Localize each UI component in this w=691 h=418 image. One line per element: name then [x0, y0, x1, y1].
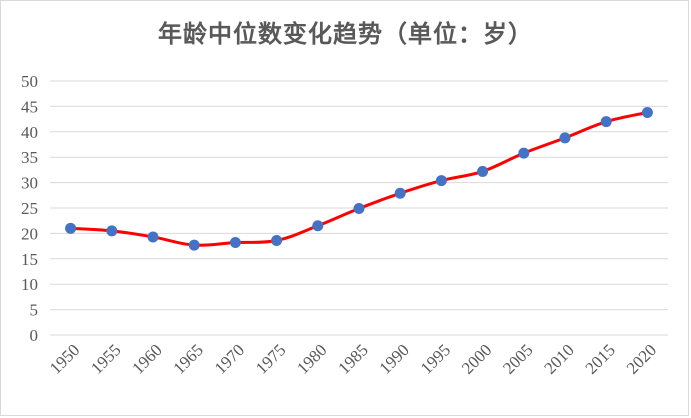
x-axis-ticks: 1950 1955 1960 1965 1970 1975 1980 1985 1990 1995… [46, 340, 660, 377]
x-tick-label: 2000 [458, 340, 495, 377]
series-line [69, 110, 649, 247]
x-tick-label: 1950 [46, 340, 83, 377]
x-tick-label: 1985 [334, 340, 371, 377]
y-tick-label: 0 [30, 326, 39, 345]
y-axis-ticks: 0 5 10 15 20 25 30 35 40 45 50 [21, 72, 38, 345]
x-tick-label: 1970 [211, 340, 248, 377]
x-tick-label: 1995 [417, 340, 454, 377]
data-point-1990 [394, 187, 406, 199]
x-tick-label: 1990 [376, 340, 413, 377]
y-tick-label: 25 [21, 199, 38, 218]
y-tick-label: 40 [21, 123, 38, 142]
data-point-1965 [188, 239, 200, 251]
y-tick-label: 5 [30, 301, 39, 320]
data-point-2015 [600, 116, 612, 128]
y-tick-label: 35 [21, 148, 38, 167]
data-point-1950 [65, 222, 77, 234]
x-tick-label: 1975 [252, 340, 289, 377]
series-layer [65, 106, 653, 251]
data-point-2000 [477, 165, 489, 177]
x-tick-label: 1960 [128, 340, 165, 377]
data-point-1980 [312, 220, 324, 232]
y-tick-label: 30 [21, 174, 38, 193]
x-tick-label: 1965 [170, 340, 207, 377]
data-point-1960 [147, 231, 159, 243]
y-tick-label: 45 [21, 97, 38, 116]
data-point-1995 [435, 175, 447, 187]
x-tick-label: 1980 [293, 340, 330, 377]
y-tick-label: 50 [21, 72, 38, 91]
chart-title: 年龄中位数变化趋势（单位：岁） [158, 20, 533, 48]
y-tick-label: 15 [21, 250, 38, 269]
data-point-2020 [641, 106, 653, 118]
data-point-2010 [559, 132, 571, 144]
y-tick-label: 20 [21, 224, 38, 243]
x-tick-label: 2020 [623, 340, 660, 377]
y-tick-label: 10 [21, 275, 38, 294]
x-tick-label: 2015 [582, 340, 619, 377]
x-tick-label: 2010 [540, 340, 577, 377]
x-tick-label: 2005 [499, 340, 536, 377]
data-point-1955 [106, 225, 118, 237]
data-point-1975 [271, 235, 283, 247]
data-point-1970 [229, 237, 241, 249]
x-tick-label: 1955 [87, 340, 124, 377]
data-point-2005 [518, 147, 530, 159]
data-point-1985 [353, 203, 365, 215]
